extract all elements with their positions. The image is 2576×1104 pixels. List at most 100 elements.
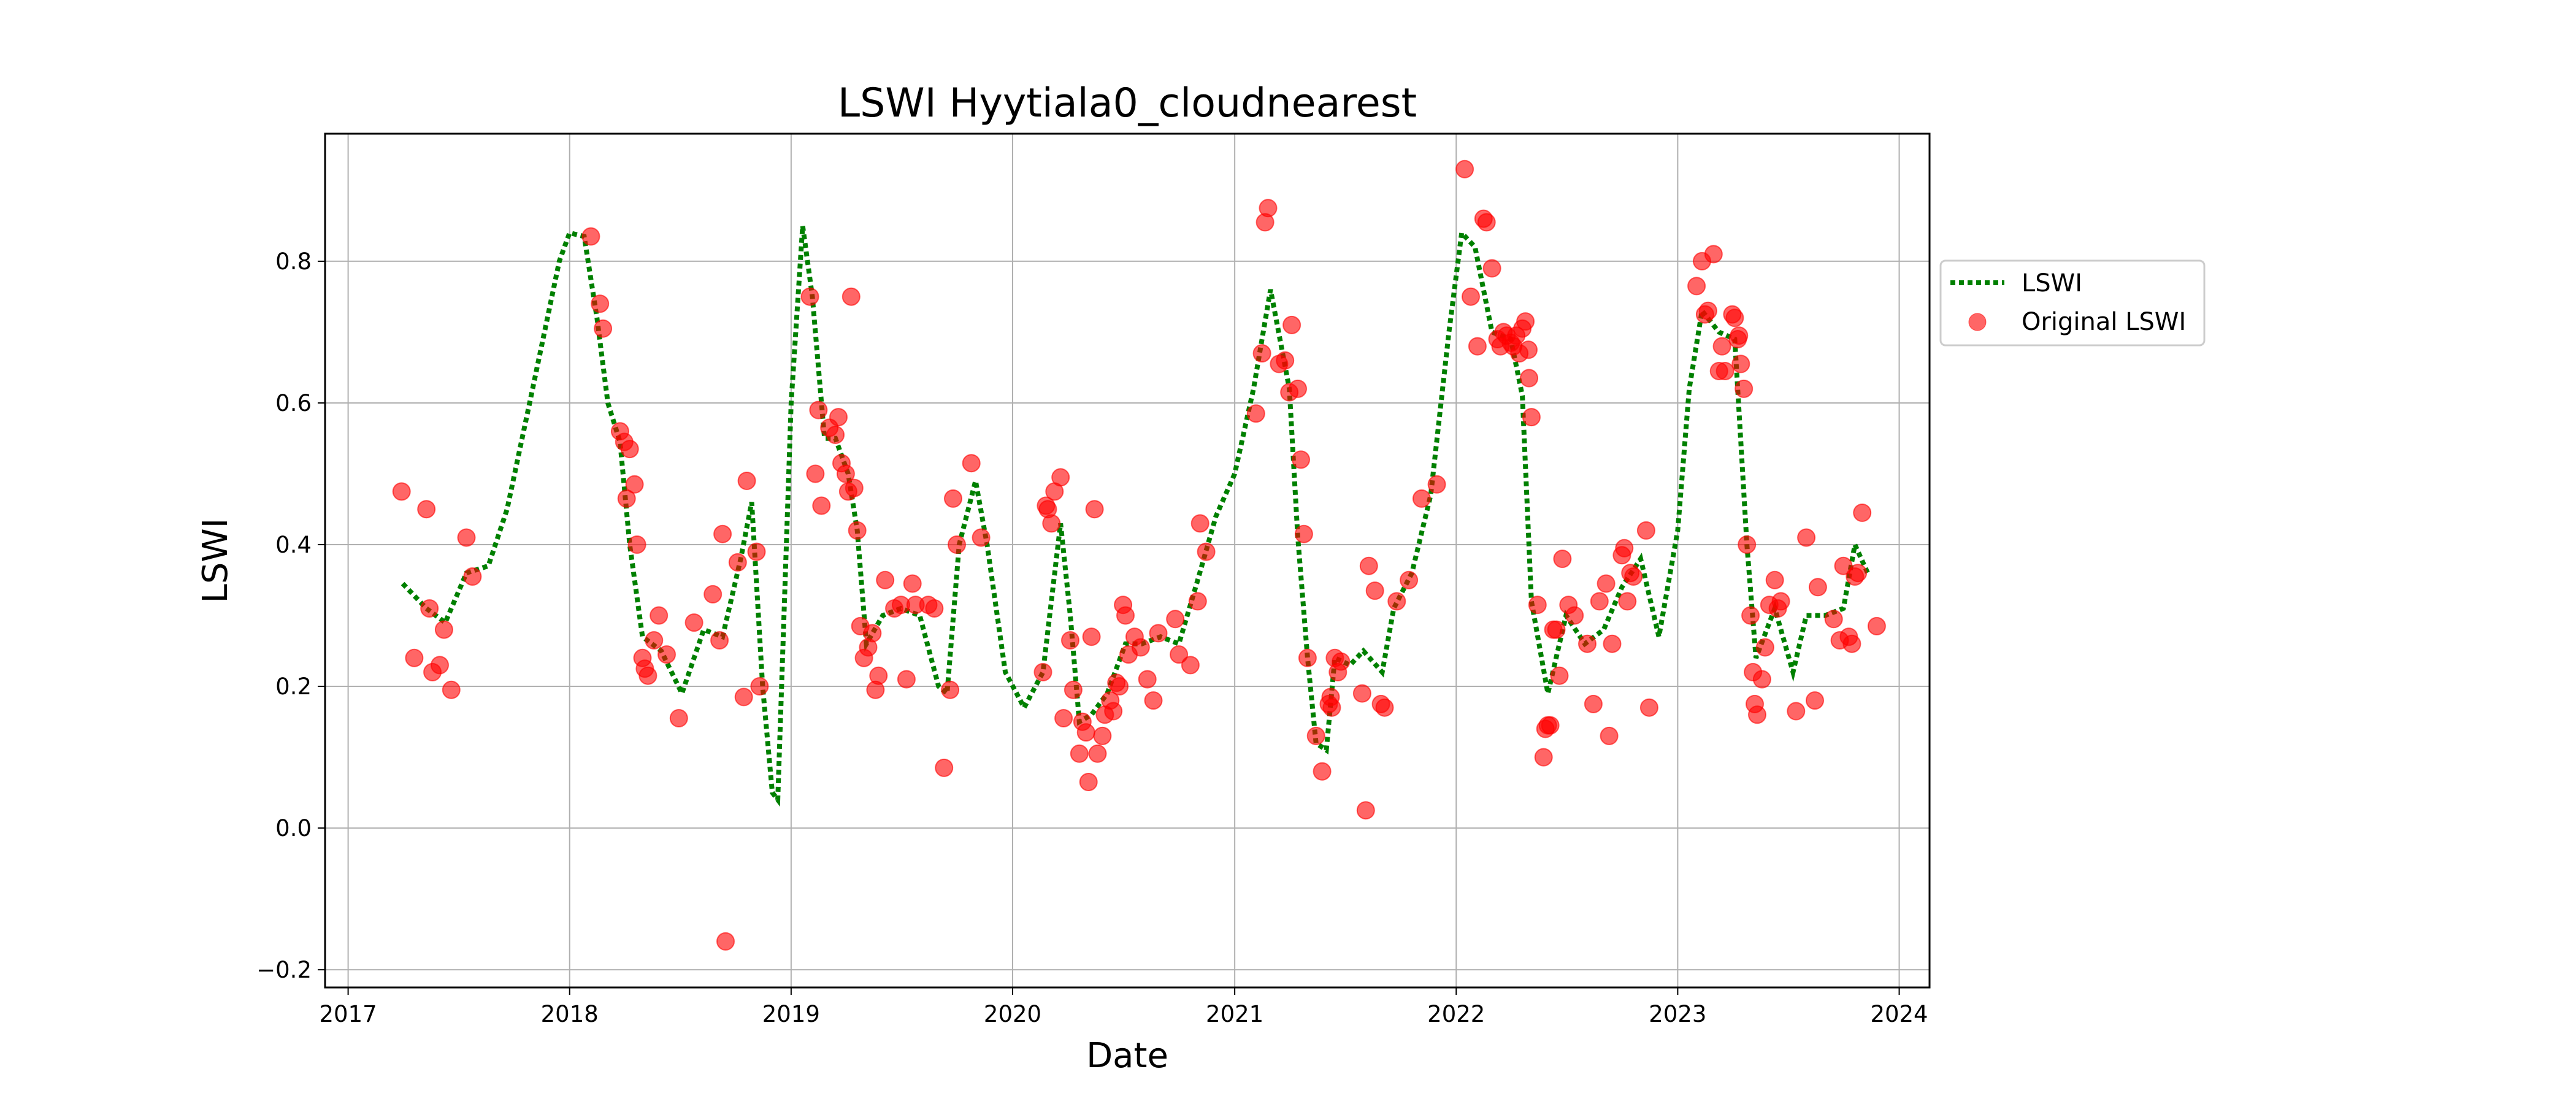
data-point [948, 535, 966, 554]
data-point [1808, 578, 1827, 597]
data-point [1516, 312, 1535, 331]
data-point [812, 496, 831, 515]
data-point [1824, 610, 1843, 629]
data-point [1088, 744, 1107, 763]
x-axis-ticks: 2017 2018 2019 2020 2021 2022 2023 2024 [320, 987, 1928, 1027]
data-point [1639, 698, 1658, 717]
data-point [1741, 606, 1760, 625]
data-point [841, 287, 861, 306]
data-point [703, 585, 723, 604]
data-point [1181, 656, 1200, 675]
data-point [1131, 638, 1150, 657]
data-point [1051, 468, 1070, 487]
data-point [710, 631, 729, 650]
x-tick-label: 2021 [1206, 1001, 1263, 1027]
data-point [1306, 726, 1325, 745]
data-point [1054, 709, 1073, 727]
data-point [591, 294, 610, 313]
data-point [1375, 698, 1394, 717]
data-point [1149, 624, 1168, 643]
data-point [1061, 631, 1079, 650]
data-point [1259, 199, 1278, 218]
data-point [1252, 344, 1271, 363]
data-point [1867, 616, 1886, 635]
data-point [625, 475, 644, 494]
legend-box [1939, 259, 2206, 347]
data-point [1725, 309, 1744, 328]
data-point [1541, 716, 1560, 735]
y-tick-label: −0.2 [256, 957, 312, 983]
data-point [836, 464, 855, 483]
data-point [1806, 691, 1824, 710]
lswi-line [401, 225, 1870, 807]
data-point [716, 932, 735, 951]
y-tick-label: 0.6 [275, 390, 312, 416]
data-point [645, 631, 664, 650]
data-point [1771, 592, 1790, 611]
data-point [1738, 535, 1757, 554]
data-point [1752, 670, 1771, 689]
data-point [713, 524, 732, 543]
data-point [1519, 340, 1538, 359]
data-point [1400, 570, 1419, 589]
data-point [863, 624, 882, 643]
data-point [1110, 677, 1129, 696]
data-point [1352, 684, 1371, 703]
data-point [1246, 404, 1265, 423]
data-point [594, 319, 613, 338]
data-point [1294, 524, 1313, 543]
data-point [1687, 277, 1706, 296]
data-point [962, 454, 981, 473]
data-point [1298, 648, 1317, 667]
data-point [627, 535, 646, 554]
data-point [1359, 556, 1378, 575]
x-axis-title: Date [1086, 1036, 1168, 1076]
data-point [944, 489, 962, 508]
data-point [1188, 592, 1207, 611]
data-point [1477, 213, 1496, 232]
data-point [1578, 634, 1597, 653]
data-point [1412, 489, 1431, 508]
data-point [1082, 627, 1101, 646]
data-point [684, 613, 703, 632]
data-point [1190, 514, 1209, 533]
data-point [903, 574, 922, 593]
data-point [1603, 634, 1622, 653]
data-point [1522, 408, 1541, 427]
data-point [442, 680, 461, 699]
y-tick-label: 0.8 [275, 248, 312, 275]
y-axis-ticks: −0.2 0.0 0.2 0.4 0.6 0.8 [256, 248, 325, 983]
y-tick-label: 0.4 [275, 532, 312, 558]
data-point [1849, 564, 1868, 583]
data-point [1076, 723, 1095, 742]
data-point [1116, 606, 1135, 625]
data-point [1765, 570, 1784, 589]
data-point [1748, 705, 1766, 724]
data-point [1289, 379, 1307, 398]
data-point [1322, 698, 1341, 717]
data-point [1079, 773, 1098, 791]
data-point [420, 599, 439, 618]
data-point [638, 666, 657, 685]
data-point [581, 227, 600, 246]
data-point [1584, 694, 1603, 713]
data-point [1356, 801, 1375, 820]
x-tick-label: 2017 [320, 1001, 377, 1027]
data-point [1093, 726, 1112, 745]
data-point [897, 670, 916, 689]
data-point [1842, 634, 1861, 653]
data-point [405, 648, 424, 667]
data-point [1698, 301, 1717, 320]
data-point [734, 688, 753, 707]
data-point [800, 287, 819, 306]
data-point [1462, 287, 1480, 306]
x-tick-label: 2019 [762, 1001, 820, 1027]
data-point [1553, 550, 1572, 569]
grid [325, 134, 1930, 987]
x-tick-label: 2024 [1870, 1001, 1928, 1027]
series-scatter-original-lswi [392, 159, 1886, 951]
data-point [829, 408, 848, 427]
data-point [1787, 702, 1806, 721]
data-point [669, 709, 688, 727]
